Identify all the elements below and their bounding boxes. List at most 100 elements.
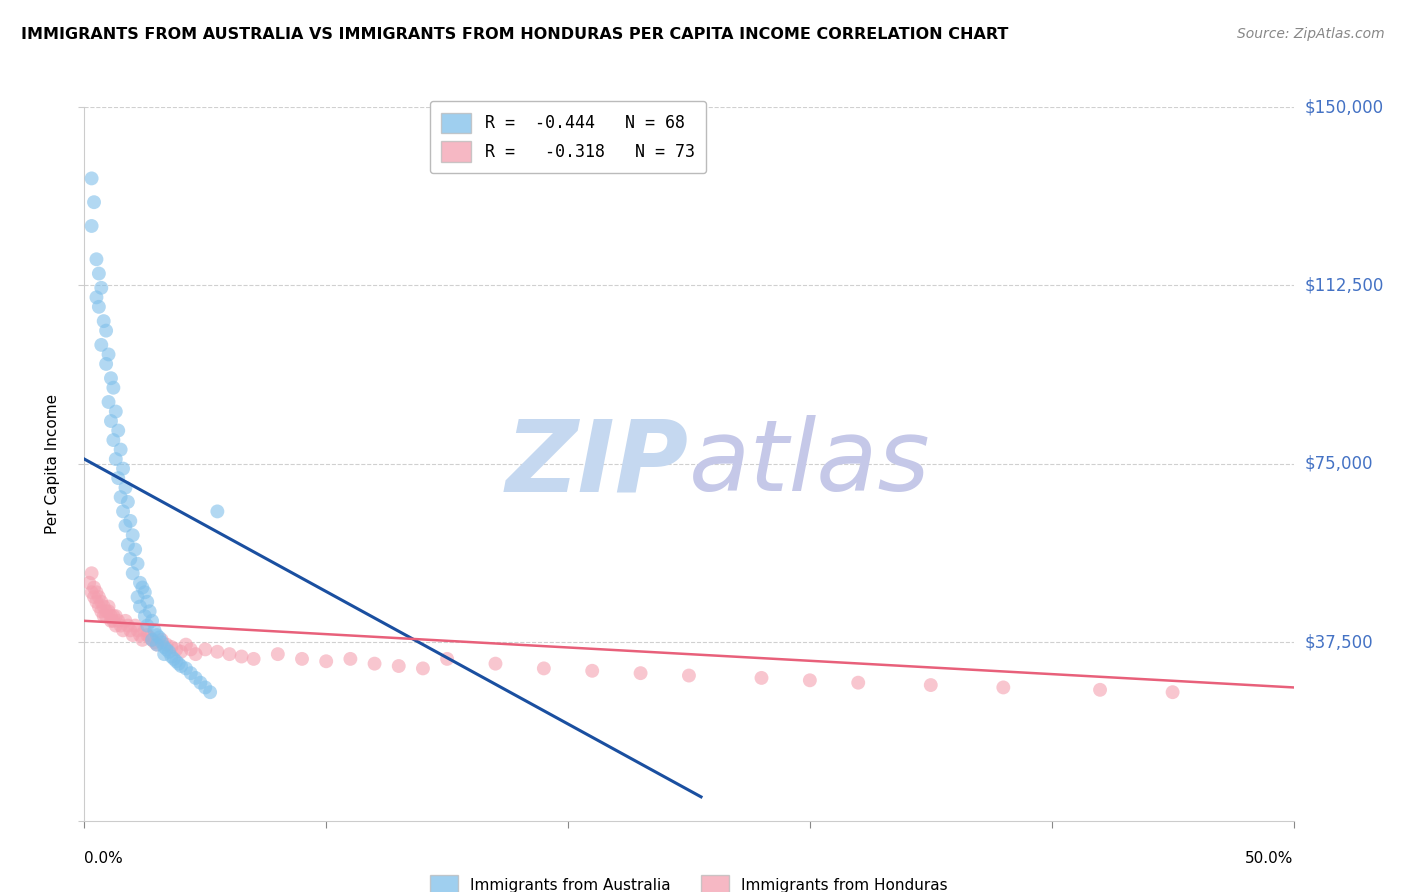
Point — [120, 624, 142, 638]
Point — [751, 671, 773, 685]
Point — [678, 668, 700, 682]
Point — [194, 642, 217, 657]
Point — [112, 624, 135, 638]
Point — [267, 647, 290, 661]
Point — [242, 652, 264, 666]
Point — [124, 542, 146, 557]
Point — [143, 635, 166, 649]
Point — [90, 595, 112, 609]
Text: $37,500: $37,500 — [1305, 633, 1374, 651]
Point — [207, 504, 229, 518]
Point — [155, 638, 177, 652]
Point — [104, 618, 127, 632]
Point — [100, 614, 122, 628]
Point — [136, 595, 159, 609]
Point — [141, 632, 163, 647]
Point — [184, 647, 207, 661]
Point — [90, 281, 112, 295]
Point — [153, 647, 176, 661]
Point — [993, 681, 1015, 695]
Point — [97, 395, 120, 409]
Text: 0.0%: 0.0% — [84, 851, 124, 866]
Point — [134, 624, 156, 638]
Point — [920, 678, 942, 692]
Point — [799, 673, 821, 688]
Point — [93, 599, 115, 614]
Point — [218, 647, 240, 661]
Point — [114, 518, 136, 533]
Point — [630, 666, 652, 681]
Point — [103, 433, 125, 447]
Point — [117, 618, 139, 632]
Point — [484, 657, 506, 671]
Point — [581, 664, 603, 678]
Point — [136, 628, 159, 642]
Point — [97, 347, 120, 361]
Point — [87, 590, 110, 604]
Point — [120, 514, 142, 528]
Point — [87, 267, 110, 281]
Point — [207, 645, 229, 659]
Point — [170, 659, 193, 673]
Point — [146, 628, 169, 642]
Point — [165, 642, 187, 657]
Point — [180, 642, 202, 657]
Text: ZIP: ZIP — [506, 416, 689, 512]
Point — [131, 632, 153, 647]
Point — [184, 671, 207, 685]
Point — [104, 452, 127, 467]
Point — [167, 657, 190, 671]
Point — [198, 685, 221, 699]
Point — [97, 599, 120, 614]
Y-axis label: Per Capita Income: Per Capita Income — [45, 393, 60, 534]
Point — [80, 171, 103, 186]
Point — [104, 404, 127, 418]
Point — [131, 581, 153, 595]
Text: $75,000: $75,000 — [1305, 455, 1374, 473]
Legend: Immigrants from Australia, Immigrants from Honduras: Immigrants from Australia, Immigrants fr… — [423, 868, 955, 892]
Point — [138, 631, 160, 645]
Point — [129, 599, 152, 614]
Point — [93, 609, 115, 624]
Point — [157, 645, 180, 659]
Point — [121, 628, 143, 642]
Text: atlas: atlas — [689, 416, 931, 512]
Point — [165, 654, 187, 668]
Point — [103, 614, 125, 628]
Point — [141, 614, 163, 628]
Point — [94, 604, 117, 618]
Point — [141, 632, 163, 647]
Point — [112, 461, 135, 475]
Point — [129, 628, 152, 642]
Text: Source: ZipAtlas.com: Source: ZipAtlas.com — [1237, 27, 1385, 41]
Point — [388, 659, 411, 673]
Point — [114, 481, 136, 495]
Point — [100, 371, 122, 385]
Point — [94, 357, 117, 371]
Point — [107, 471, 129, 485]
Point — [121, 566, 143, 581]
Point — [94, 609, 117, 624]
Point — [160, 640, 183, 654]
Point — [83, 195, 105, 210]
Point — [100, 609, 122, 624]
Point — [363, 657, 385, 671]
Text: $150,000: $150,000 — [1305, 98, 1384, 116]
Point — [150, 635, 173, 649]
Point — [114, 614, 136, 628]
Point — [194, 681, 217, 695]
Point — [90, 604, 112, 618]
Point — [93, 314, 115, 328]
Point — [83, 590, 105, 604]
Point — [180, 666, 202, 681]
Text: IMMIGRANTS FROM AUSTRALIA VS IMMIGRANTS FROM HONDURAS PER CAPITA INCOME CORRELAT: IMMIGRANTS FROM AUSTRALIA VS IMMIGRANTS … — [21, 27, 1008, 42]
Point — [86, 595, 108, 609]
Point — [160, 649, 183, 664]
Point — [129, 575, 152, 590]
Point — [315, 654, 337, 668]
Point — [127, 590, 149, 604]
Point — [190, 675, 212, 690]
Point — [1161, 685, 1184, 699]
Point — [117, 538, 139, 552]
Point — [155, 642, 177, 657]
